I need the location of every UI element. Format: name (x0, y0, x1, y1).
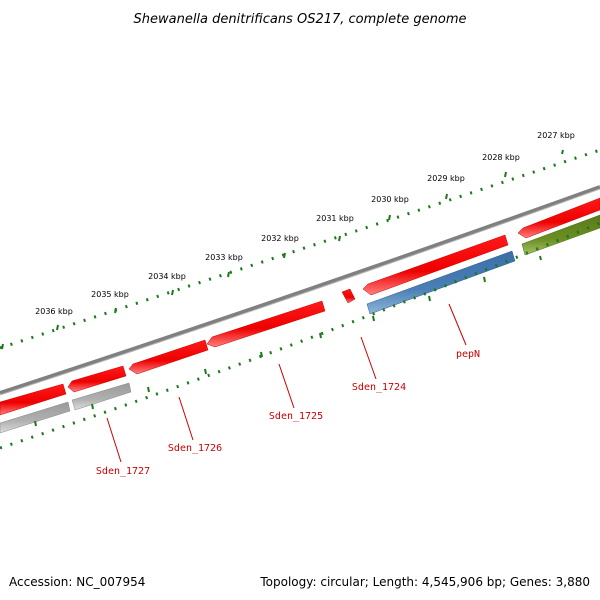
ruler-label-2033: 2033 kbp (205, 253, 243, 262)
label-sden-1726[interactable]: Sden_1726 (168, 443, 222, 454)
ruler-label-2032: 2032 kbp (261, 234, 299, 243)
leader-sden-1726 (178, 396, 194, 441)
genome-title: Shewanella denitrificans OS217, complete… (134, 12, 467, 27)
gene-sden-1725-feature[interactable] (206, 300, 326, 348)
outer-ruler-dots (0, 148, 600, 350)
gray-feature-left[interactable] (0, 401, 71, 434)
genome-backbone (0, 185, 600, 395)
label-sden-1725[interactable]: Sden_1725 (269, 411, 323, 422)
ruler-label-2035: 2035 kbp (91, 290, 129, 299)
gene-small-feature[interactable] (341, 288, 356, 304)
gene-labels: Sden_1727 Sden_1726 Sden_1725 Sden_1724 … (96, 349, 480, 477)
label-sden-1724[interactable]: Sden_1724 (352, 382, 406, 393)
ruler-label-2034: 2034 kbp (148, 272, 186, 281)
accession-text: Accession: NC_007954 (9, 575, 145, 589)
inner-ruler-dots (0, 221, 600, 450)
genome-summary-text: Topology: circular; Length: 4,545,906 bp… (259, 575, 590, 589)
leader-sden-1724 (360, 336, 377, 380)
gray-feature-sden-1727[interactable] (71, 382, 132, 411)
gene-sden-1728-feature[interactable] (0, 383, 67, 416)
outer-ruler: 2027 kbp 2028 kbp 2029 kbp 2030 kbp 2031… (0, 131, 600, 350)
rna-feature[interactable] (521, 214, 600, 256)
gene-label-leaders (106, 303, 467, 463)
gene-sden-1726-feature[interactable] (128, 339, 209, 375)
gene-sden-1727-feature[interactable] (67, 365, 127, 393)
label-pepn[interactable]: pepN (456, 349, 480, 360)
inner-ruler-major-ticks (34, 255, 542, 427)
ruler-label-2029: 2029 kbp (427, 174, 465, 183)
leader-sden-1725 (278, 363, 295, 409)
gene-next-forward-feature[interactable] (517, 197, 600, 239)
ruler-label-2030: 2030 kbp (371, 195, 409, 204)
genome-backbone-highlight (0, 188, 600, 396)
forward-strand-track (0, 197, 600, 416)
ruler-label-2031: 2031 kbp (316, 214, 354, 223)
gene-sden-1724-feature[interactable] (362, 234, 509, 296)
gene-pepn-feature[interactable] (366, 250, 516, 315)
outer-ruler-major-ticks (1, 149, 564, 350)
ruler-label-2027: 2027 kbp (537, 131, 575, 140)
leader-sden-1727 (106, 417, 122, 463)
reverse-strand-track (0, 214, 600, 434)
leader-pepn (448, 303, 467, 346)
ruler-label-2028: 2028 kbp (482, 153, 520, 162)
ruler-label-2036: 2036 kbp (35, 307, 73, 316)
inner-ruler (0, 221, 600, 450)
label-sden-1727[interactable]: Sden_1727 (96, 466, 150, 477)
